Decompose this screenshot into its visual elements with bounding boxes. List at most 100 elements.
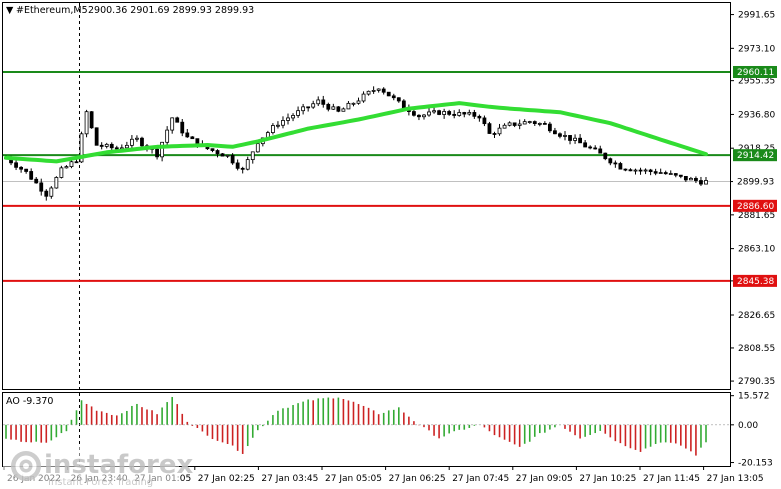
candle-body [245,159,250,170]
candle-body [84,111,89,135]
candle-body [472,112,477,117]
candle-body [522,121,527,125]
candle-body [517,123,522,126]
candle-body [165,129,170,143]
dropdown-arrow-icon[interactable]: ▼ [6,5,14,16]
candle-body [135,137,139,140]
candle-body [89,111,94,129]
candle-body [185,132,190,138]
candle-body [64,166,69,169]
candle-body [44,190,49,197]
candle-body [688,177,693,181]
candle-body [482,117,487,125]
candle-body [160,141,165,158]
price-tick-label: 2863.10 [738,245,775,255]
candle-body [422,114,426,118]
candle-body [417,114,421,118]
candle-body [391,95,396,99]
time-tick-label: 26 Jan 2022 [7,474,61,484]
candle-body [291,115,295,119]
candle-body [39,182,44,192]
time-tick-label: 27 Jan 01:05 [134,474,191,484]
candle-body [175,117,180,123]
current-price-tag-bg [733,175,777,188]
candle-body [638,169,643,172]
candle-body [573,137,577,141]
time-tick-label: 27 Jan 03:45 [261,474,318,484]
candle-body [628,169,633,172]
watermark: instaforex Instant Forex Trading [3,444,194,488]
indicator-panel-frame [2,392,731,467]
candle-body [442,111,447,115]
ao-label: AO -9.370 [6,396,53,407]
candle-body [588,146,593,149]
candle-body [296,110,300,116]
candle-body [673,173,678,176]
time-axis: 26 Jan 2022 26 Jan 23:40 27 Jan 01:05 27 Ja… [3,466,764,484]
ao-tick-label: 0.00 [738,421,758,431]
candle-body [74,161,79,164]
candle-body [598,148,603,154]
level-tag-bg [733,274,777,287]
candle-body [276,124,280,127]
candle-body [593,147,598,150]
candle-body [54,177,59,189]
candle-body [129,138,134,146]
level-tag: 2845.38 [737,277,774,287]
candle-body [462,112,467,115]
candle-body [648,169,653,173]
candle-body [623,168,628,171]
candle-body [437,110,441,115]
candle-body [558,133,562,137]
candle-body [704,180,708,185]
price-tick-label: 2826.65 [738,311,775,321]
candle-body [331,106,336,110]
ao-axis: 15.572 0.00 -20.153 [730,392,773,469]
candle-body [306,106,311,109]
watermark-brand: instaforex [44,450,194,480]
candle-body [286,117,290,121]
candle-body [114,147,119,150]
candle-body [301,106,306,112]
candle-body [19,166,24,170]
candle-body [210,148,215,151]
candle-body [653,171,658,174]
candle-body [240,167,245,170]
symbol-label: #Ethereum,M5 [16,5,88,16]
candle-body [235,162,240,169]
candle-body [507,122,512,126]
candle-body [668,173,673,175]
level-tag-bg [733,199,777,212]
candle-body [14,162,18,168]
candle-body [351,102,356,105]
candle-body [376,88,381,91]
candle-body [250,151,255,161]
candle-body [124,144,129,149]
candle-body [457,112,462,116]
candle-body [230,154,235,164]
candle-body [608,158,613,164]
candle-body [366,90,371,95]
candle-body [527,121,532,123]
price-tick-label: 2991.65 [738,11,775,21]
candle-body [487,123,492,134]
current-price-tag: 2899.93 [737,178,774,188]
level-tags: 2960.11 2914.42 2886.60 2845.38 2899.93 [733,65,777,287]
candle-body [225,154,230,157]
candle-body [140,137,144,147]
candle-body [678,174,683,177]
candle-body [578,137,583,144]
candle-body [683,175,688,181]
candle-body [381,88,386,93]
candle-body [568,135,572,141]
candle-body [29,171,34,180]
candle-body [502,124,507,129]
candle-body [371,89,376,92]
candle-body [361,93,366,102]
horizontal-levels [3,70,730,282]
candle-body [583,142,588,148]
candle-body [452,113,457,116]
level-tag: 2886.60 [737,202,774,212]
candle-body [180,121,185,134]
candle-body [190,136,195,140]
